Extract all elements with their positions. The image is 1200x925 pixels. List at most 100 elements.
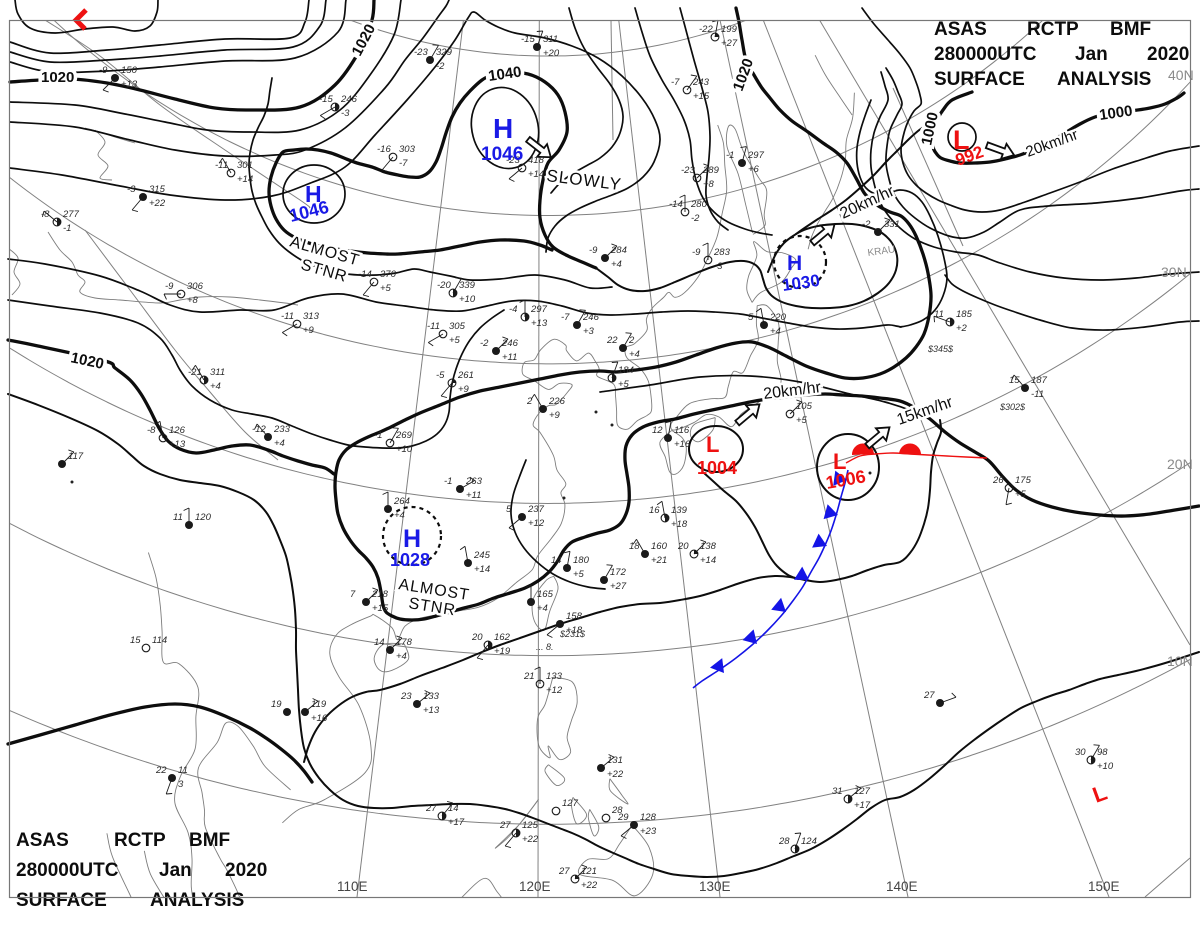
svg-text:120: 120 xyxy=(195,512,212,523)
svg-text:+9: +9 xyxy=(303,325,315,336)
svg-text:110E: 110E xyxy=(337,879,368,894)
svg-text:306: 306 xyxy=(187,281,204,292)
svg-text:226: 226 xyxy=(548,396,566,407)
svg-text:BMF: BMF xyxy=(1110,19,1151,40)
svg-text:297: 297 xyxy=(747,150,765,161)
svg-text:1004: 1004 xyxy=(697,458,737,478)
svg-text:H: H xyxy=(493,113,513,144)
svg-text:-23: -23 xyxy=(681,165,695,176)
svg-text:+13: +13 xyxy=(531,318,548,329)
svg-text:H: H xyxy=(305,181,322,207)
svg-text:28: 28 xyxy=(611,805,623,816)
svg-text:331: 331 xyxy=(884,219,900,230)
svg-text:237: 237 xyxy=(527,504,545,515)
svg-text:-2: -2 xyxy=(691,213,700,224)
svg-text:315: 315 xyxy=(149,184,166,195)
svg-text:160: 160 xyxy=(651,541,668,552)
svg-text:20: 20 xyxy=(677,541,689,552)
svg-text:139: 139 xyxy=(671,505,688,516)
svg-text:261: 261 xyxy=(457,370,474,381)
svg-text:18: 18 xyxy=(629,541,640,552)
svg-text:+10: +10 xyxy=(1097,761,1114,772)
svg-text:27: 27 xyxy=(425,803,437,814)
svg-text:-7: -7 xyxy=(399,158,408,169)
svg-text:2: 2 xyxy=(526,396,533,407)
svg-text:1028: 1028 xyxy=(390,550,430,570)
svg-text:269: 269 xyxy=(395,430,413,441)
svg-text:+12: +12 xyxy=(528,518,545,529)
svg-text:+2: +2 xyxy=(956,323,968,334)
svg-text:+11: +11 xyxy=(466,490,481,501)
svg-text:418: 418 xyxy=(528,155,545,166)
svg-text:22: 22 xyxy=(155,765,167,776)
svg-text:-14: -14 xyxy=(358,269,372,280)
svg-text:+27: +27 xyxy=(610,581,627,592)
svg-text:243: 243 xyxy=(692,77,710,88)
svg-text:263: 263 xyxy=(465,476,483,487)
svg-text:+18: +18 xyxy=(671,519,688,530)
svg-text:10N: 10N xyxy=(1167,653,1193,669)
svg-text:138: 138 xyxy=(700,541,717,552)
svg-text:ANALYSIS: ANALYSIS xyxy=(1057,69,1151,90)
svg-text:-8: -8 xyxy=(41,209,50,220)
svg-text:-3: -3 xyxy=(127,184,136,195)
svg-text:+12: +12 xyxy=(546,685,563,696)
svg-text:-5: -5 xyxy=(436,370,445,381)
svg-text:+5: +5 xyxy=(573,569,585,580)
svg-text:+4: +4 xyxy=(770,326,781,337)
svg-text:120E: 120E xyxy=(519,879,551,894)
svg-text:-20: -20 xyxy=(437,280,451,291)
svg-text:30: 30 xyxy=(1075,747,1086,758)
svg-text:158: 158 xyxy=(566,611,583,622)
svg-text:20: 20 xyxy=(471,632,483,643)
svg-text:-7: -7 xyxy=(561,312,570,323)
svg-text:11: 11 xyxy=(934,309,944,320)
svg-text:1046: 1046 xyxy=(481,144,523,165)
svg-text:311: 311 xyxy=(210,367,225,378)
svg-text:-2: -2 xyxy=(862,219,871,230)
svg-text:105: 105 xyxy=(796,401,813,412)
svg-text:+6: +6 xyxy=(748,164,760,175)
svg-text:150: 150 xyxy=(121,65,138,76)
svg-text:-15: -15 xyxy=(521,34,535,45)
svg-text:-2: -2 xyxy=(480,338,489,349)
svg-text:+4: +4 xyxy=(210,381,221,392)
svg-text:+22: +22 xyxy=(581,880,598,891)
svg-text:21: 21 xyxy=(523,671,535,682)
svg-text:+27: +27 xyxy=(721,38,738,49)
svg-text:11: 11 xyxy=(178,765,188,776)
svg-text:297: 297 xyxy=(530,304,548,315)
svg-text:178: 178 xyxy=(396,637,413,648)
svg-text:+14: +14 xyxy=(528,169,544,180)
svg-text:40N: 40N xyxy=(1168,67,1194,83)
svg-text:$345$: $345$ xyxy=(927,344,954,354)
svg-text:+14: +14 xyxy=(700,555,716,566)
svg-text:180: 180 xyxy=(573,555,590,566)
svg-text:RCTP: RCTP xyxy=(1027,19,1079,40)
svg-text:-11: -11 xyxy=(1031,389,1044,400)
svg-text:$231$: $231$ xyxy=(559,629,586,639)
svg-text:-7: -7 xyxy=(671,77,680,88)
svg-text:2020: 2020 xyxy=(225,860,267,881)
svg-text:-12: -12 xyxy=(252,424,266,435)
svg-text:+14: +14 xyxy=(474,564,490,575)
svg-text:ANALYSIS: ANALYSIS xyxy=(150,890,244,911)
svg-text:+22: +22 xyxy=(522,834,539,845)
svg-text:14: 14 xyxy=(551,555,562,566)
svg-text:-23: -23 xyxy=(414,47,428,58)
svg-text:+5: +5 xyxy=(618,379,630,390)
svg-text:313: 313 xyxy=(303,311,320,322)
svg-text:+13: +13 xyxy=(121,79,138,90)
svg-text:28: 28 xyxy=(778,836,790,847)
svg-text:26: 26 xyxy=(992,475,1004,486)
svg-text:311: 311 xyxy=(543,34,558,45)
svg-text:L: L xyxy=(833,449,846,474)
svg-text:+22: +22 xyxy=(149,198,166,209)
svg-text:27: 27 xyxy=(923,690,935,701)
svg-text:+13: +13 xyxy=(423,705,440,716)
svg-text:329: 329 xyxy=(436,47,453,58)
svg-text:15: 15 xyxy=(130,635,141,646)
svg-text:29: 29 xyxy=(617,812,629,823)
svg-text:114: 114 xyxy=(152,635,167,646)
svg-text:31: 31 xyxy=(832,786,843,797)
